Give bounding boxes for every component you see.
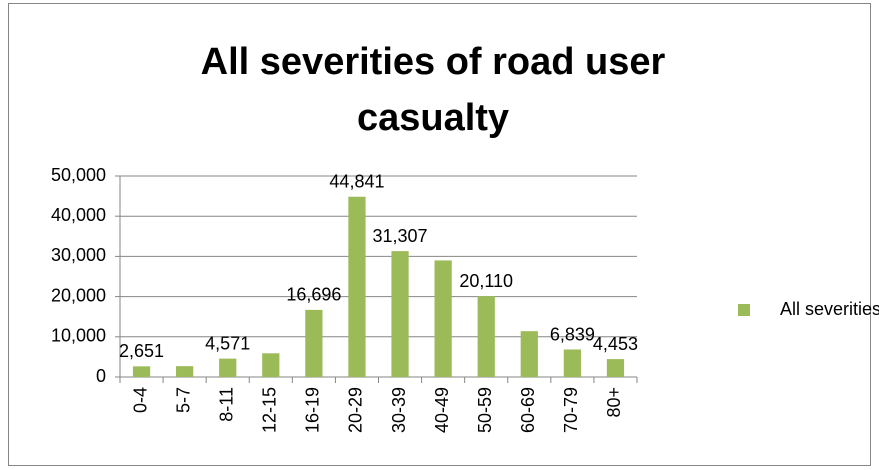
bar	[434, 260, 452, 377]
data-label: 44,841	[329, 171, 384, 191]
x-tick-label: 50-59	[475, 387, 495, 433]
x-tick-label: 80+	[604, 387, 624, 418]
data-label: 4,571	[205, 333, 250, 353]
y-tick-label: 10,000	[51, 326, 106, 346]
y-tick-label: 20,000	[51, 285, 106, 305]
bar	[132, 366, 151, 377]
data-label: 31,307	[373, 226, 428, 246]
bar	[477, 296, 495, 377]
data-label: 20,110	[459, 271, 513, 291]
x-tick-label: 30-39	[389, 387, 409, 433]
bar	[520, 331, 538, 377]
bar	[219, 358, 237, 377]
x-tick-label: 16-19	[303, 387, 323, 433]
y-tick-label: 30,000	[51, 245, 106, 265]
bar	[305, 309, 323, 377]
bar	[176, 366, 194, 377]
bar	[262, 353, 280, 377]
x-tick-label: 8-11	[216, 387, 236, 422]
data-label: 4,453	[593, 334, 638, 354]
legend-swatch	[738, 304, 750, 316]
x-tick-label: 60-69	[518, 387, 538, 433]
chart-title: All severities of road user casualty	[200, 41, 666, 139]
y-tick-label: 0	[96, 366, 106, 386]
data-label: 16,696	[286, 285, 341, 305]
x-tick-label: 12-15	[260, 387, 280, 433]
bar	[563, 349, 581, 377]
bar	[391, 251, 409, 377]
x-tick-label: 40-49	[432, 387, 452, 433]
y-tick-label: 50,000	[51, 165, 106, 185]
x-tick-label: 70-79	[561, 387, 581, 433]
data-label: 2,651	[119, 341, 164, 361]
y-tick-label: 40,000	[51, 205, 106, 225]
x-tick-label: 20-29	[346, 387, 366, 433]
data-label: 6,839	[550, 324, 595, 344]
legend-label: All severities	[780, 299, 879, 319]
x-tick-label: 0-4	[130, 387, 150, 413]
x-tick-label: 5-7	[173, 387, 193, 413]
chart-border	[8, 3, 871, 466]
bar	[606, 359, 625, 377]
bar	[348, 196, 366, 377]
